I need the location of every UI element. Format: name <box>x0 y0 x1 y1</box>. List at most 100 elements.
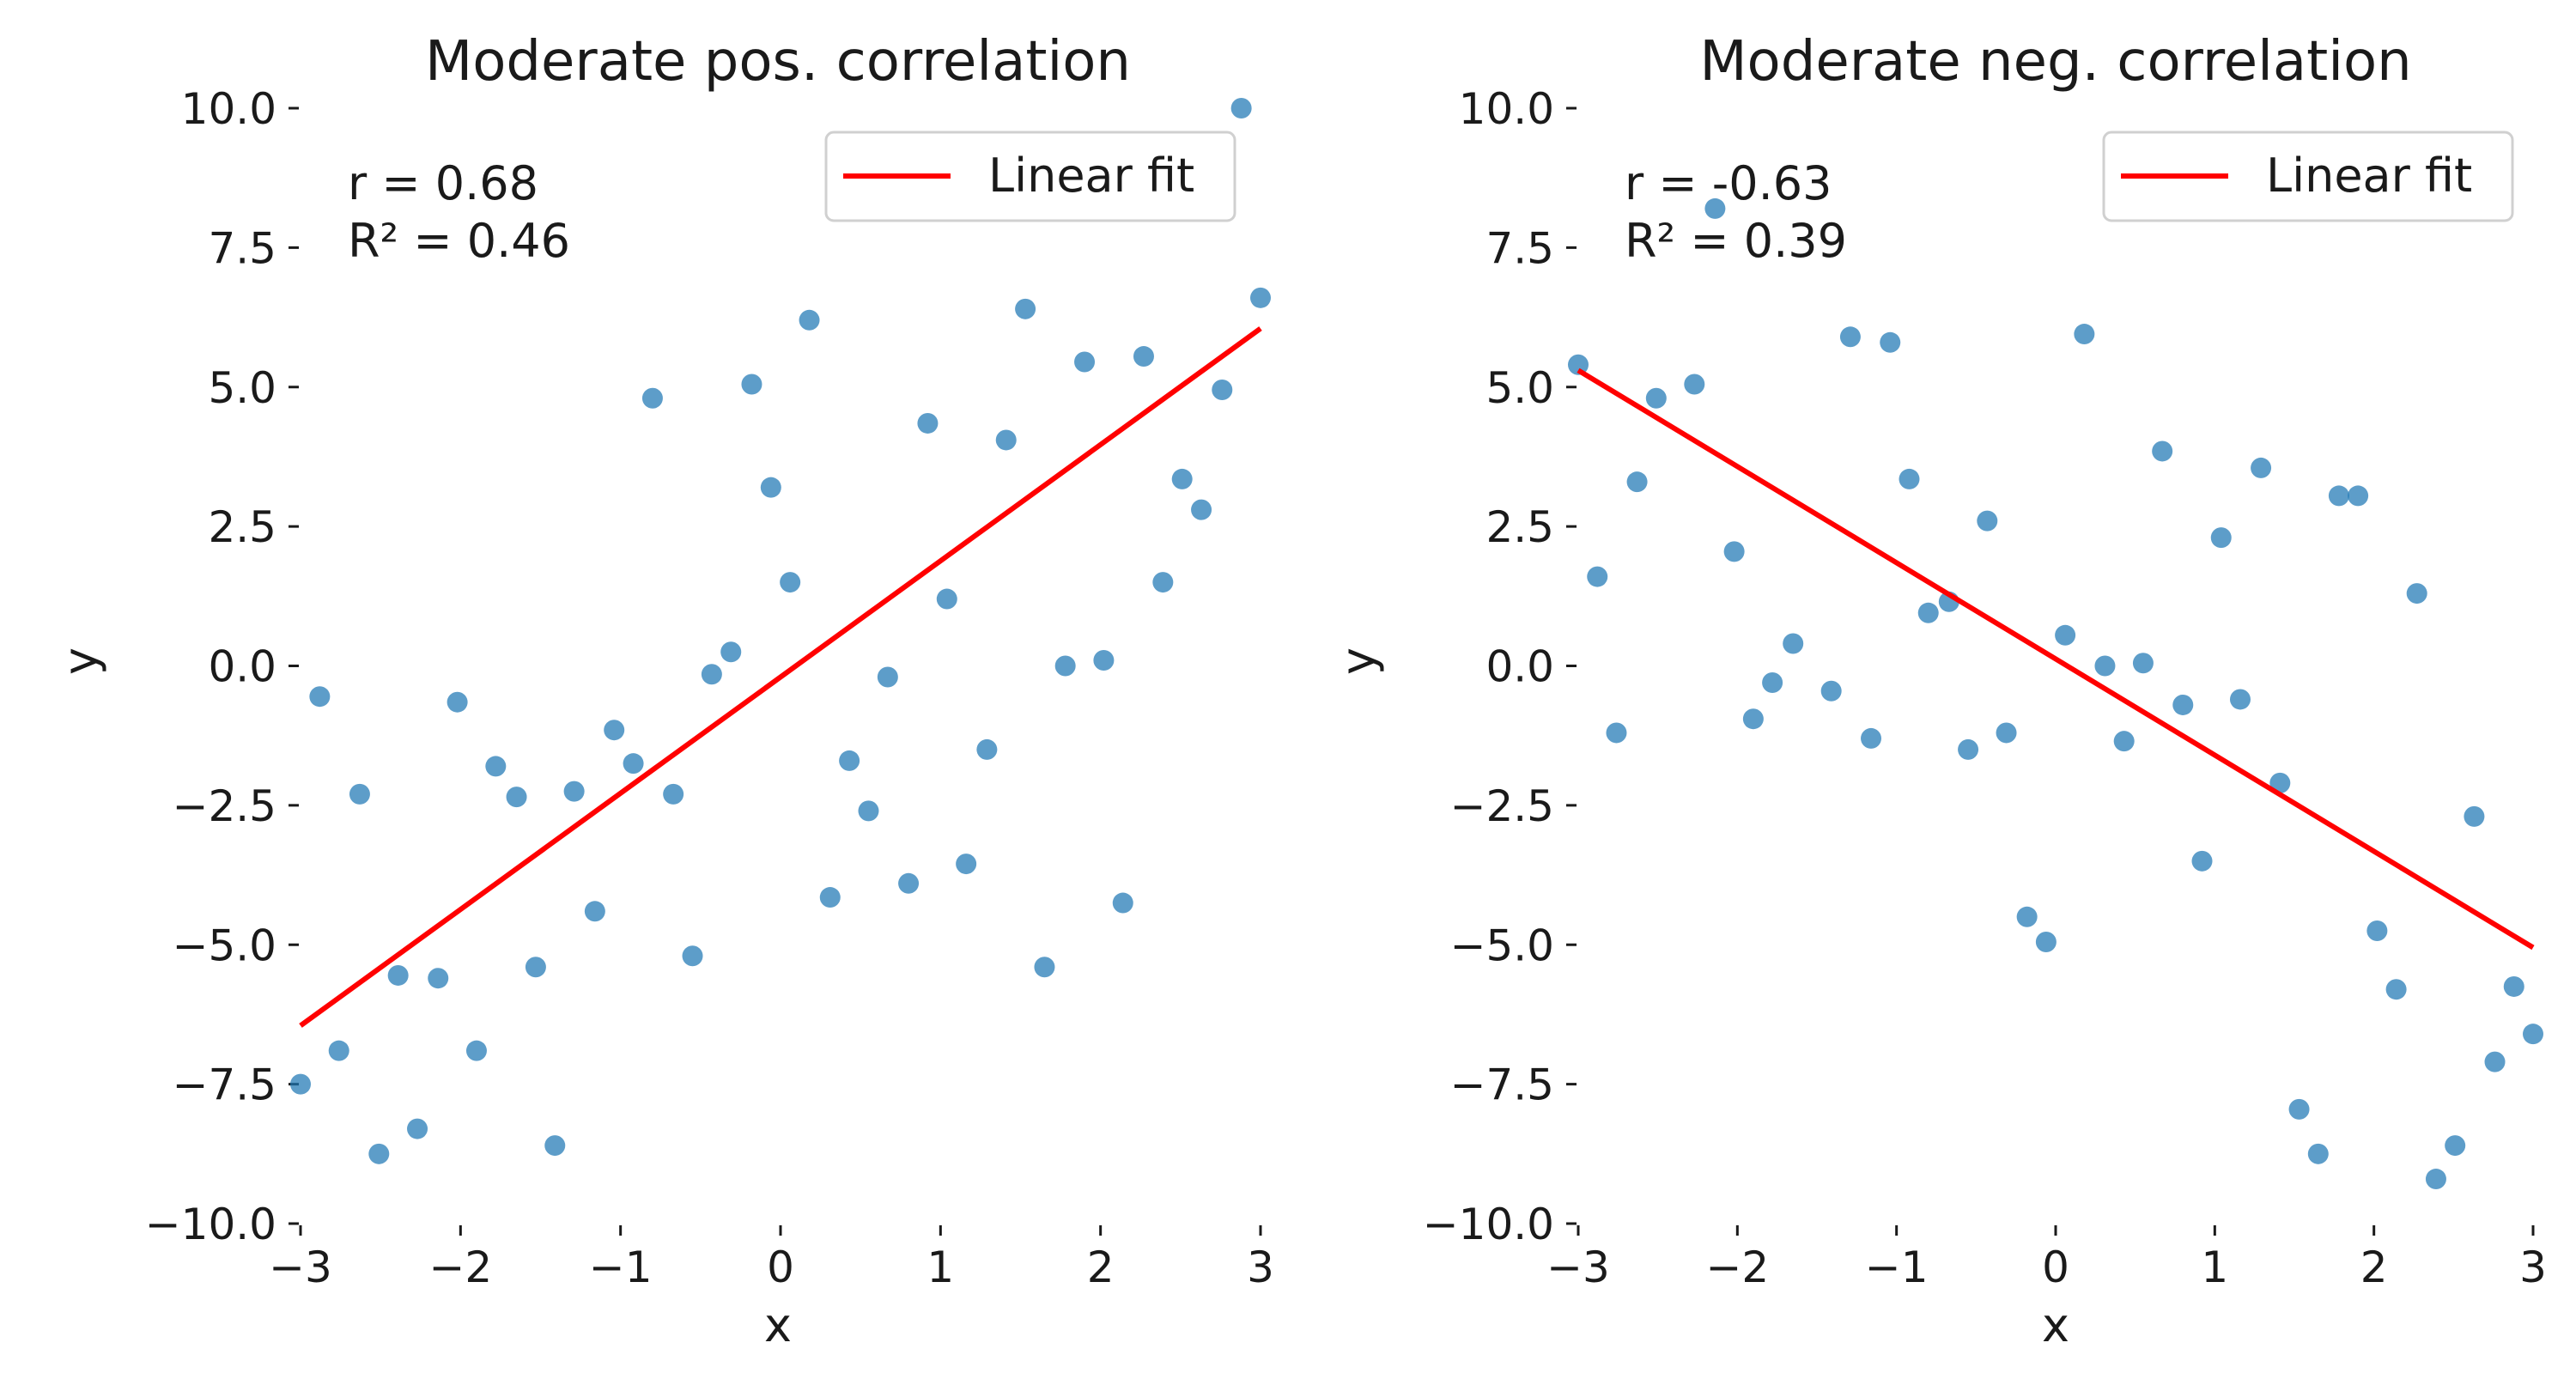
fit-line-group <box>299 326 1262 1028</box>
scatter-point <box>663 783 684 805</box>
scatter-point <box>956 854 977 875</box>
scatter-point <box>2269 772 2291 793</box>
scatter-point <box>1958 738 1979 760</box>
scatter-point <box>1034 957 1055 978</box>
y-tick-label: −5.0 <box>1450 920 1554 970</box>
scatter-point <box>407 1118 428 1139</box>
scatter-point <box>936 588 957 610</box>
scatter-point <box>1112 892 1133 914</box>
scatter-point <box>1820 680 1842 702</box>
scatter-point <box>563 781 585 802</box>
scatter-point <box>2152 440 2173 462</box>
scatter-point <box>1861 727 1882 749</box>
scatter-point <box>290 1073 311 1095</box>
scatter-point <box>1996 722 2017 744</box>
x-tick-label: −3 <box>1546 1242 1610 1292</box>
scatter-point <box>1152 572 1174 593</box>
scatter-point <box>465 1040 487 1061</box>
scatter-point <box>799 309 820 331</box>
legend-label: Linear fit <box>988 149 1194 203</box>
y-tick-label: 10.0 <box>181 84 276 134</box>
scatter-point <box>2113 731 2135 752</box>
legend: Linear fit <box>824 131 1236 222</box>
scatter-point <box>898 872 920 894</box>
scatter-point <box>641 387 663 409</box>
y-axis-label: y <box>53 647 107 675</box>
x-tick-label: −2 <box>428 1242 492 1292</box>
scatter-point <box>309 686 331 708</box>
correlation-r-text: r = -0.63 <box>1625 156 1832 210</box>
chart-title: Moderate neg. correlation <box>1699 30 2411 94</box>
scatter-point <box>506 787 527 808</box>
y-tick-label: 7.5 <box>208 223 276 273</box>
y-tick-group: 10.0 7.5 5.0 2.5 0.0 −2.5 −5.0 −7.5 −10.0 <box>1423 84 1577 1249</box>
scatter-point <box>1977 510 1998 532</box>
scatter-points <box>1568 197 2543 1190</box>
scatter-point <box>2016 906 2038 927</box>
scatter-point <box>2464 805 2485 827</box>
scatter-point <box>2074 324 2095 345</box>
scatter-point <box>2035 932 2057 953</box>
scatter-point <box>1606 722 1627 744</box>
x-axis-label: x <box>764 1298 792 1352</box>
scatter-point <box>760 477 781 498</box>
scatter-point <box>1568 354 1589 375</box>
y-axis-label: y <box>1331 647 1385 675</box>
y-tick-label: −2.5 <box>173 781 276 831</box>
scatter-point <box>2503 975 2524 997</box>
y-tick-label: 0.0 <box>208 642 276 692</box>
y-tick-label: 5.0 <box>208 363 276 413</box>
scatter-point <box>2425 1169 2446 1190</box>
scatter-point <box>604 720 625 741</box>
x-tick-label: 1 <box>2201 1242 2228 1292</box>
scatter-point <box>525 957 546 978</box>
scatter-point <box>1191 499 1212 520</box>
scatter-point <box>995 429 1017 451</box>
legend: Linear fit <box>2102 131 2514 222</box>
scatter-point <box>976 738 998 760</box>
scatter-point <box>428 968 449 989</box>
linear-fit-line <box>1577 368 2535 951</box>
scatter-point <box>1783 633 1804 654</box>
scatter-point <box>2172 694 2194 715</box>
scatter-point <box>1587 566 1608 587</box>
scatter-point <box>2406 583 2427 604</box>
scatter-points <box>290 98 1271 1164</box>
x-tick-label: 3 <box>1247 1242 1274 1292</box>
scatter-point <box>917 412 939 434</box>
legend-box <box>2102 131 2514 222</box>
y-tick-label: −7.5 <box>173 1060 276 1110</box>
scatter-point <box>368 1143 390 1164</box>
scatter-point <box>2385 979 2407 1000</box>
scatter-point <box>1093 650 1115 671</box>
scatter-point <box>1839 326 1861 348</box>
scatter-point <box>2307 1143 2329 1164</box>
y-tick-label: 10.0 <box>1459 84 1554 134</box>
scatter-point <box>1742 708 1764 730</box>
scatter-point <box>1074 351 1096 373</box>
chart-panel-neg: Moderate neg. correlation x y r = -0.63 … <box>1331 30 2547 1352</box>
scatter-point <box>2191 850 2213 872</box>
scatter-point <box>1645 387 1667 409</box>
y-tick-group: 10.0 7.5 5.0 2.5 0.0 −2.5 −5.0 −7.5 −10.0 <box>145 84 299 1249</box>
scatter-point <box>741 374 762 395</box>
scatter-point <box>682 945 703 967</box>
scatter-point <box>2055 624 2076 646</box>
correlation-r-text: r = 0.68 <box>348 156 538 210</box>
x-tick-label: −1 <box>1865 1242 1929 1292</box>
scatter-point <box>720 641 742 663</box>
x-tick-label: −3 <box>269 1242 332 1292</box>
y-tick-label: −2.5 <box>1450 781 1554 831</box>
x-tick-label: −2 <box>1705 1242 1769 1292</box>
y-tick-label: 0.0 <box>1485 642 1554 692</box>
y-tick-label: −5.0 <box>173 920 276 970</box>
scatter-point <box>2094 655 2116 677</box>
scatter-point <box>584 901 605 922</box>
scatter-point <box>1212 379 1233 400</box>
scatter-point <box>1684 374 1705 395</box>
scatter-point <box>2366 920 2388 942</box>
chart-title: Moderate pos. correlation <box>425 30 1131 94</box>
scatter-point <box>328 1040 349 1061</box>
scatter-point <box>349 783 370 805</box>
legend-label: Linear fit <box>2266 149 2472 203</box>
